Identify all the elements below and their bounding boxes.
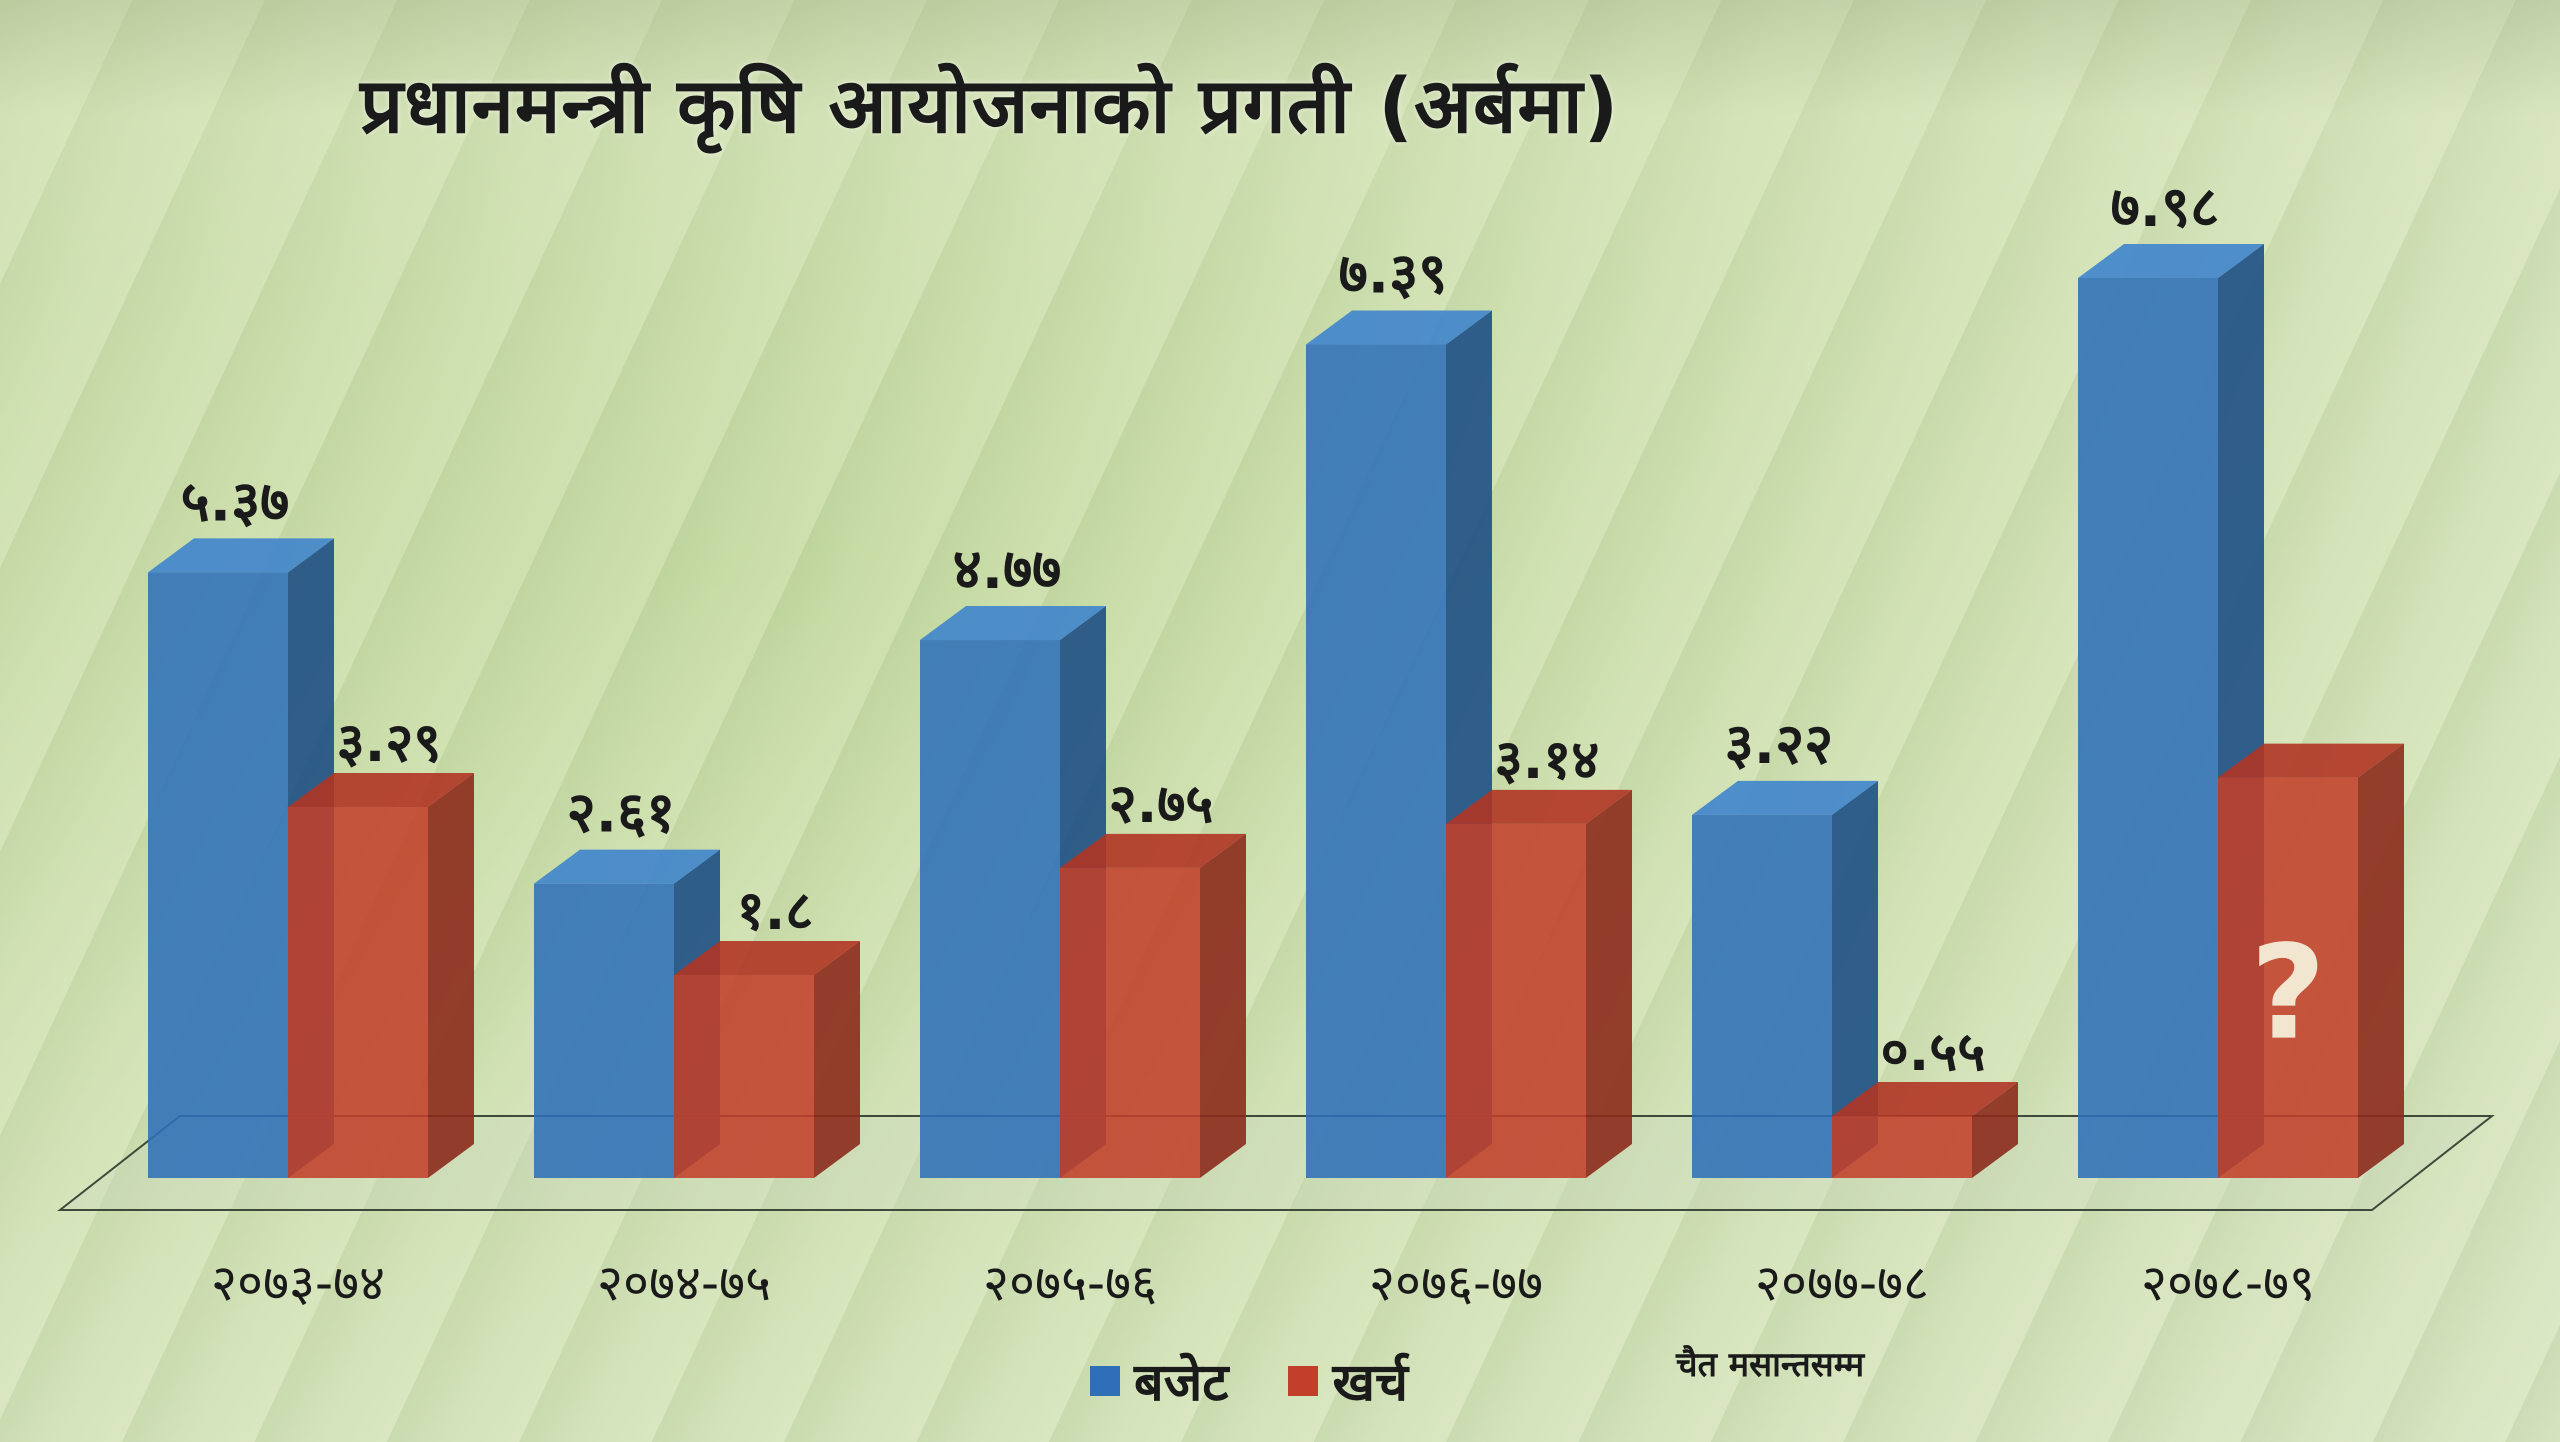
expense-value-label: १.८ [737,879,814,942]
x-tick-label: २०७५-७६ [983,1254,1157,1312]
legend-label-budget: बजेट [1134,1353,1229,1413]
budget-bar-top [920,606,1106,641]
footnote: चैत मसान्तसम्म [1676,1345,1865,1385]
expense-bar-front [1832,1115,1972,1178]
expense-bar-top [1446,789,1632,824]
x-tick-label: २०७७-७८ [1755,1254,1929,1312]
budget-bar-top [1306,310,1492,345]
budget-value-label: ४.७७ [953,537,1062,602]
expense-bar-side [1586,789,1632,1178]
budget-bar-top [534,849,720,884]
budget-value-label: ५.३७ [181,469,290,534]
legend: बजेट खर्च [1090,1345,1448,1416]
legend-swatch-budget [1090,1365,1120,1396]
expense-bar-side [814,940,860,1178]
unknown-marker: ? [2250,917,2325,1069]
expense-bar-side [428,772,474,1178]
budget-value-label: ७.९८ [2111,175,2220,240]
budget-bar-top [148,538,334,573]
budget-bar-top [2078,244,2264,278]
legend-item-budget: बजेट [1090,1345,1228,1416]
expense-bar [288,772,474,1178]
x-tick-label: २०७६-७७ [1369,1254,1543,1312]
budget-bar-front [1692,814,1832,1178]
x-tick-label: २०७४-७५ [597,1254,771,1312]
expense-bar-top [1060,833,1246,868]
budget-bar-top [1692,780,1878,815]
expense-value-label: ३.१४ [1495,728,1600,791]
expense-value-label: ०.५५ [1881,1020,1986,1083]
expense-bar [1446,789,1632,1178]
budget-value-label: ३.२२ [1725,712,1834,777]
expense-bar-top [674,940,860,975]
budget-value-label: ७.३९ [1339,242,1448,307]
chart-title: प्रधानमन्त्री कृषि आयोजनाको प्रगती (अर्ब… [360,61,1620,150]
legend-swatch-expense [1288,1365,1319,1396]
x-tick-label: २०७३-७४ [211,1254,385,1312]
expense-bar-top [1832,1081,2018,1116]
expense-bar [1060,833,1246,1178]
expense-bar-front [674,974,814,1178]
budget-bar [1306,310,1492,1178]
expense-bar-unknown-top [2218,743,2404,778]
expense-value-label: २.७५ [1109,772,1214,835]
x-tick-label: २०७८-७९ [2141,1254,2315,1312]
legend-label-expense: खर्च [1332,1353,1409,1413]
budget-bar-front [148,572,288,1178]
budget-bar-front [920,640,1060,1178]
expense-bar-unknown-front [2218,777,2358,1178]
budget-bar-side [1832,780,1878,1178]
budget-bar [1692,780,1878,1178]
expense-bar-front [1060,867,1200,1178]
budget-bar-front [534,883,674,1178]
budget-value-label: २.६१ [567,781,676,846]
expense-bar-front [1446,823,1586,1178]
budget-bar-front [1306,344,1446,1178]
expense-bar-front [288,806,428,1178]
expense-bar-side [1972,1081,2018,1178]
expense-bar [674,940,860,1178]
budget-bar-front [2078,278,2218,1178]
expense-bar-side [1200,833,1246,1178]
expense-bar-top [288,772,474,807]
expense-bar-unknown-side [2358,743,2404,1178]
expense-value-label: ३.२९ [337,711,442,774]
legend-item-expense: खर्च [1288,1345,1408,1416]
expense-bar-unknown [2218,743,2404,1178]
expense-bar [1832,1081,2018,1178]
